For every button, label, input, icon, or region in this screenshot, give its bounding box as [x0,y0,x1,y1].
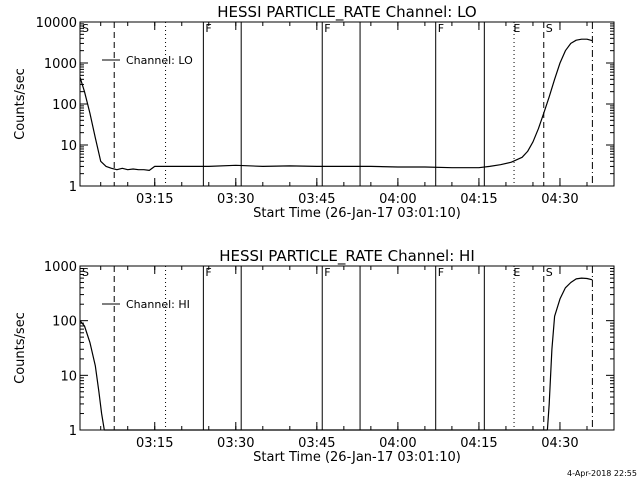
flag-label: F [205,22,211,35]
flag-label: S [546,266,553,279]
x-tick-label: 03:45 [298,192,335,207]
timestamp: 4-Apr-2018 22:55 [567,469,637,478]
y-tick-label: 1 [69,180,77,195]
x-tick-label: 03:15 [136,436,173,451]
x-tick-label: 03:15 [136,192,173,207]
flag-label: E [513,266,520,279]
x-tick-label: 04:15 [460,436,497,451]
flag-label: F [324,22,330,35]
x-axis-label: Start Time (26-Jan-17 03:01:10) [253,450,461,465]
x-tick-label: 04:00 [379,436,416,451]
x-tick-label: 04:30 [541,436,578,451]
flag-label: F [205,266,211,279]
flag-label: S [82,22,89,35]
x-tick-label: 04:15 [460,192,497,207]
legend-label: Channel: HI [126,298,190,311]
flag-label: F [438,266,444,279]
x-tick-label: 03:30 [217,192,254,207]
x-tick-label: 03:45 [298,436,335,451]
x-axis-label: Start Time (26-Jan-17 03:01:10) [253,206,461,221]
plot-frame [79,265,615,431]
x-tick-label: 03:30 [217,436,254,451]
flag-label: F [324,266,330,279]
chart-title: HESSI PARTICLE_RATE Channel: HI [219,247,475,266]
y-tick-label: 1 [69,424,77,439]
series-line [79,277,593,431]
legend-label: Channel: LO [126,54,193,67]
x-tick-label: 04:00 [379,192,416,207]
y-axis-label: Counts/sec [13,312,28,384]
y-tick-label: 10 [60,369,77,384]
y-axis-label: Counts/sec [13,68,28,140]
plot-frame [79,21,615,187]
flag-label: E [513,22,520,35]
y-tick-label: 100 [52,98,77,113]
chart-title: HESSI PARTICLE_RATE Channel: LO [217,3,476,22]
flag-label: F [438,22,444,35]
flag-label: S [546,22,553,35]
chart-panel-hi: HESSI PARTICLE_RATE Channel: HI 1 10 100 100… [13,247,615,465]
series-line [79,38,593,171]
chart-panel-lo: HESSI PARTICLE_RATE Channel: LO 1 10 100 100… [13,3,615,221]
y-tick-label: 10 [60,139,77,154]
y-tick-label: 1000 [44,57,77,72]
y-tick-label: 100 [52,315,77,330]
y-tick-label: 1000 [44,260,77,275]
y-tick-label: 10000 [36,16,77,31]
x-tick-label: 04:30 [541,192,578,207]
flag-label: S [82,266,89,279]
